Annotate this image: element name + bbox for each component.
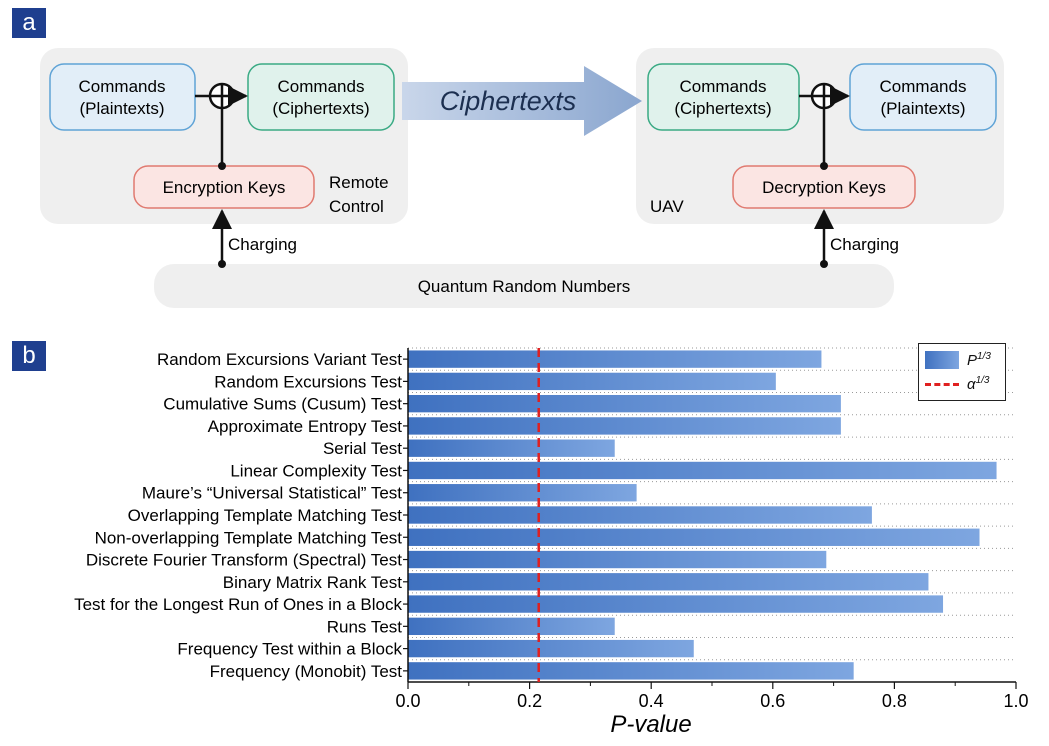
- ciphertext-box-right: [647, 63, 800, 131]
- legend-bar-label: P: [967, 352, 978, 369]
- bar: [408, 461, 997, 480]
- category-label: Discrete Fourier Transform (Spectral) Te…: [86, 551, 402, 570]
- category-label: Non-overlapping Template Matching Test: [95, 528, 403, 547]
- legend-threshold-label: α: [967, 376, 976, 393]
- legend-threshold-sup: 1/3: [975, 375, 990, 386]
- bar: [408, 417, 841, 435]
- x-tick-label: 0.0: [395, 691, 420, 711]
- ciphertexts-arrow: [402, 66, 642, 136]
- plaintext-box-right: [849, 63, 997, 131]
- bar: [408, 617, 615, 636]
- x-tick-label: 0.6: [760, 691, 785, 711]
- bar: [408, 506, 872, 524]
- plaintext-box-right-line2: (Plaintexts): [880, 99, 965, 118]
- bar: [408, 573, 929, 591]
- quantum-random-numbers-label: Quantum Random Numbers: [418, 277, 631, 296]
- category-label: Overlapping Template Matching Test: [128, 506, 403, 525]
- category-label: Cumulative Sums (Cusum) Test: [163, 395, 402, 414]
- plaintext-box-left: [49, 63, 196, 131]
- quantum-random-numbers-bar: [154, 264, 894, 308]
- decryption-keys-label: Decryption Keys: [762, 178, 886, 197]
- bar: [408, 595, 944, 613]
- charging-label-right: Charging: [830, 235, 899, 254]
- legend-threshold-swatch: [925, 382, 959, 386]
- category-label: Random Excursions Test: [214, 372, 402, 391]
- ciphertext-box-right-line1: Commands: [680, 77, 767, 96]
- ciphertext-box-left: [247, 63, 395, 131]
- x-tick-label: 0.4: [639, 691, 664, 711]
- category-label: Test for the Longest Run of Ones in a Bl…: [74, 595, 402, 614]
- encryption-keys-label: Encryption Keys: [163, 178, 286, 197]
- category-label: Approximate Entropy Test: [208, 417, 403, 436]
- bar: [408, 528, 980, 546]
- remote-control-label-line1: Remote: [329, 173, 389, 192]
- category-label: Linear Complexity Test: [230, 461, 402, 480]
- panel-label-a: a: [12, 8, 46, 38]
- category-label: Random Excursions Variant Test: [157, 350, 402, 369]
- bar: [408, 662, 854, 680]
- x-tick-label: 0.8: [882, 691, 907, 711]
- legend-item-threshold: α1/3: [925, 373, 989, 395]
- category-label: Frequency Test within a Block: [177, 640, 402, 659]
- ciphertext-box-right-line2: (Ciphertexts): [674, 99, 771, 118]
- plaintext-box-left-line2: (Plaintexts): [79, 99, 164, 118]
- nist-test-chart: Random Excursions Variant Test Random Exc…: [74, 347, 1029, 738]
- legend-bar-sup: 1/3: [977, 351, 991, 362]
- ciphertext-box-left-line1: Commands: [278, 77, 365, 96]
- category-label: Frequency (Monobit) Test: [210, 662, 403, 681]
- category-label: Serial Test: [323, 439, 402, 458]
- bar: [408, 350, 822, 368]
- x-axis-label: P-value: [610, 711, 691, 738]
- plaintext-box-right-line1: Commands: [880, 77, 967, 96]
- category-label: Maure’s “Universal Statistical” Test: [142, 484, 402, 503]
- remote-control-label-line2: Control: [329, 197, 384, 216]
- chart-legend: P1/3 α1/3: [918, 343, 1006, 401]
- charging-label-left: Charging: [228, 235, 297, 254]
- category-label: Runs Test: [327, 617, 403, 636]
- bar: [408, 639, 694, 658]
- legend-item-bar: P1/3: [925, 349, 991, 371]
- category-label: Binary Matrix Rank Test: [223, 573, 402, 592]
- ciphertexts-arrow-label: Ciphertexts: [440, 86, 577, 116]
- panel-label-b: b: [12, 341, 46, 371]
- plaintext-box-left-line1: Commands: [79, 77, 166, 96]
- bar: [408, 372, 776, 391]
- x-tick-label: 1.0: [1003, 691, 1028, 711]
- bar: [408, 484, 637, 502]
- bar: [408, 394, 841, 413]
- legend-bar-swatch: [925, 351, 959, 369]
- uav-label: UAV: [650, 197, 684, 216]
- bar: [408, 550, 827, 569]
- encryption-diagram: Ciphertexts Commands (Plaintexts) Comman…: [40, 48, 1004, 308]
- x-tick-label: 0.2: [517, 691, 542, 711]
- ciphertext-box-left-line2: (Ciphertexts): [272, 99, 369, 118]
- bar: [408, 439, 615, 457]
